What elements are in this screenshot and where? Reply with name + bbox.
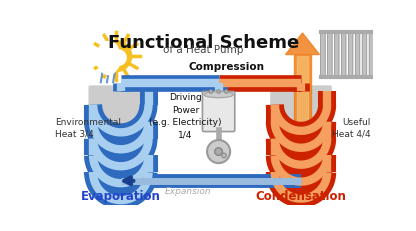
Text: Useful
Heat 4/4: Useful Heat 4/4 xyxy=(332,117,371,138)
Circle shape xyxy=(111,51,126,66)
FancyBboxPatch shape xyxy=(321,33,325,78)
FancyBboxPatch shape xyxy=(342,33,346,78)
Circle shape xyxy=(217,90,220,94)
Circle shape xyxy=(98,58,111,71)
Circle shape xyxy=(101,42,131,72)
FancyBboxPatch shape xyxy=(348,33,353,78)
FancyBboxPatch shape xyxy=(89,86,153,181)
FancyBboxPatch shape xyxy=(270,86,332,181)
Polygon shape xyxy=(285,34,319,55)
Polygon shape xyxy=(294,55,311,183)
Circle shape xyxy=(99,42,119,62)
Text: Driving
Power
(e.g. Electricity)
1/4: Driving Power (e.g. Electricity) 1/4 xyxy=(149,93,222,139)
FancyBboxPatch shape xyxy=(334,33,339,78)
FancyBboxPatch shape xyxy=(203,92,235,132)
FancyBboxPatch shape xyxy=(376,33,381,78)
Circle shape xyxy=(105,58,119,71)
Text: Compression: Compression xyxy=(188,62,264,72)
Circle shape xyxy=(91,51,106,66)
Text: Evaporation: Evaporation xyxy=(81,190,161,203)
Circle shape xyxy=(215,148,223,156)
Circle shape xyxy=(209,90,213,94)
FancyBboxPatch shape xyxy=(355,33,360,78)
Circle shape xyxy=(207,140,230,163)
Text: of a Heat Pump: of a Heat Pump xyxy=(163,45,243,55)
Text: Condensation: Condensation xyxy=(255,190,347,203)
FancyBboxPatch shape xyxy=(362,33,367,78)
Circle shape xyxy=(222,153,226,158)
Text: Functional Scheme: Functional Scheme xyxy=(108,34,299,52)
FancyBboxPatch shape xyxy=(327,33,332,78)
FancyBboxPatch shape xyxy=(369,33,374,78)
Text: Environmental
Heat 3/4: Environmental Heat 3/4 xyxy=(55,117,121,138)
Ellipse shape xyxy=(204,92,233,98)
Circle shape xyxy=(224,90,228,94)
Text: Expansion: Expansion xyxy=(164,186,211,195)
Circle shape xyxy=(100,58,117,75)
Polygon shape xyxy=(297,57,308,183)
